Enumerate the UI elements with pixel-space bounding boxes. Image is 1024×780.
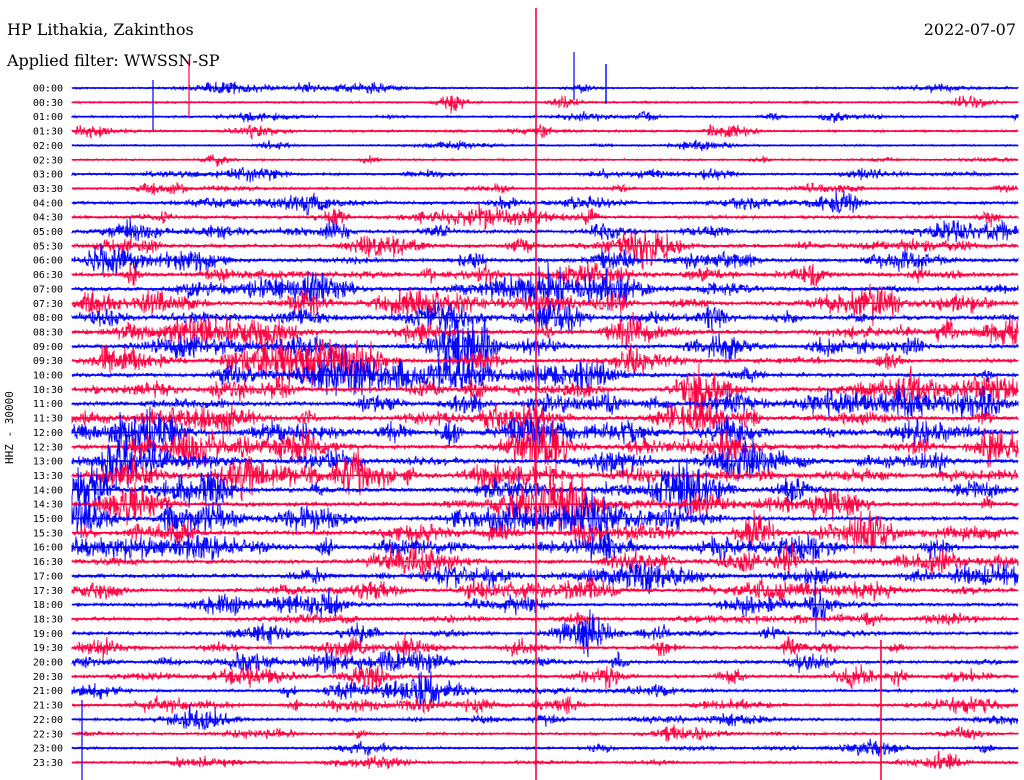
trace-row-1330 [71, 448, 1019, 502]
time-tick-label: 21:00 [33, 686, 63, 697]
filter-label: Applied filter: WWSSN-SP [7, 51, 220, 70]
date-label: 2022-07-07 [923, 20, 1016, 39]
traces-group [71, 81, 1019, 770]
time-tick-label: 09:30 [33, 356, 63, 367]
time-tick-label: 04:00 [33, 198, 63, 209]
time-tick-label: 05:00 [33, 227, 63, 238]
trace-row-1830 [71, 611, 1019, 627]
time-tick-label: 13:00 [33, 457, 63, 468]
time-tick-label: 18:30 [33, 614, 63, 625]
time-tick-label: 10:00 [33, 371, 63, 382]
time-tick-label: 18:00 [33, 600, 63, 611]
time-tick-label: 03:30 [33, 184, 63, 195]
time-tick-label: 22:00 [33, 715, 63, 726]
time-tick-label: 15:00 [33, 514, 63, 525]
time-tick-label: 13:30 [33, 471, 63, 482]
time-tick-label: 02:30 [33, 155, 63, 166]
time-tick-label: 01:00 [33, 112, 63, 123]
trace-row-0030 [71, 94, 1019, 114]
time-tick-label: 00:00 [33, 84, 63, 95]
time-tick-label: 16:00 [33, 543, 63, 554]
time-tick-label: 12:00 [33, 428, 63, 439]
time-tick-label: 22:30 [33, 729, 63, 740]
time-tick-label: 05:30 [33, 241, 63, 252]
trace-row-0230 [71, 154, 1019, 167]
time-tick-label: 14:00 [33, 485, 63, 496]
trace-row-1800 [71, 580, 1019, 633]
time-ticks-group: 00:00 00:30 01:00 01:30 02:00 02:30 03:00 03:30… [33, 84, 63, 769]
trace-row-0600 [71, 242, 1019, 277]
time-tick-label: 15:30 [33, 528, 63, 539]
time-tick-label: 20:00 [33, 658, 63, 669]
trace-row-0430 [71, 201, 1019, 231]
trace-row-2330 [71, 750, 1019, 770]
time-tick-label: 16:30 [33, 557, 63, 568]
time-tick-label: 23:30 [33, 758, 63, 769]
trace-row-2000 [71, 650, 1019, 675]
station-title: HP Lithakia, Zakinthos [7, 20, 194, 39]
time-tick-label: 10:30 [33, 385, 63, 396]
time-tick-label: 17:00 [33, 571, 63, 582]
trace-row-1030 [71, 363, 1019, 420]
time-tick-label: 19:00 [33, 629, 63, 640]
spikes-group [81, 8, 882, 780]
time-tick-label: 20:30 [33, 672, 63, 683]
time-tick-label: 17:30 [33, 586, 63, 597]
trace-row-1500 [71, 491, 1019, 550]
time-tick-label: 12:30 [33, 442, 63, 453]
time-tick-label: 06:00 [33, 256, 63, 267]
time-tick-label: 09:00 [33, 342, 63, 353]
time-tick-label: 19:30 [33, 643, 63, 654]
time-tick-label: 06:30 [33, 270, 63, 281]
time-tick-label: 01:30 [33, 127, 63, 138]
trace-row-1900 [71, 609, 1019, 658]
time-tick-label: 08:30 [33, 327, 63, 338]
time-tick-label: 07:30 [33, 299, 63, 310]
trace-row-0500 [71, 218, 1019, 242]
time-tick-label: 21:30 [33, 701, 63, 712]
trace-row-0530 [71, 229, 1019, 271]
time-tick-label: 11:00 [33, 399, 63, 410]
time-tick-label: 03:00 [33, 170, 63, 181]
time-tick-label: 11:30 [33, 414, 63, 425]
trace-row-2200 [71, 704, 1019, 730]
time-tick-label: 04:30 [33, 213, 63, 224]
trace-row-1730 [71, 576, 1019, 602]
time-tick-label: 14:30 [33, 500, 63, 511]
time-tick-label: 07:00 [33, 284, 63, 295]
time-tick-label: 02:00 [33, 141, 63, 152]
time-tick-label: 08:00 [33, 313, 63, 324]
time-tick-label: 23:00 [33, 744, 63, 755]
time-tick-label: 00:30 [33, 98, 63, 109]
